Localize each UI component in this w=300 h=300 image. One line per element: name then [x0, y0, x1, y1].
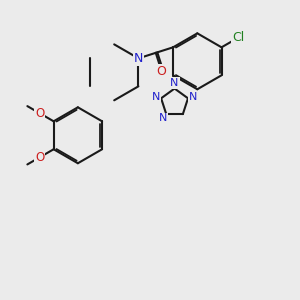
Text: Cl: Cl — [232, 31, 244, 44]
Text: O: O — [35, 151, 44, 164]
Text: O: O — [157, 64, 166, 78]
Text: N: N — [189, 92, 197, 102]
Text: O: O — [35, 107, 44, 120]
Text: N: N — [134, 52, 143, 65]
Text: N: N — [159, 113, 167, 123]
Text: N: N — [152, 92, 160, 102]
Text: N: N — [170, 78, 179, 88]
